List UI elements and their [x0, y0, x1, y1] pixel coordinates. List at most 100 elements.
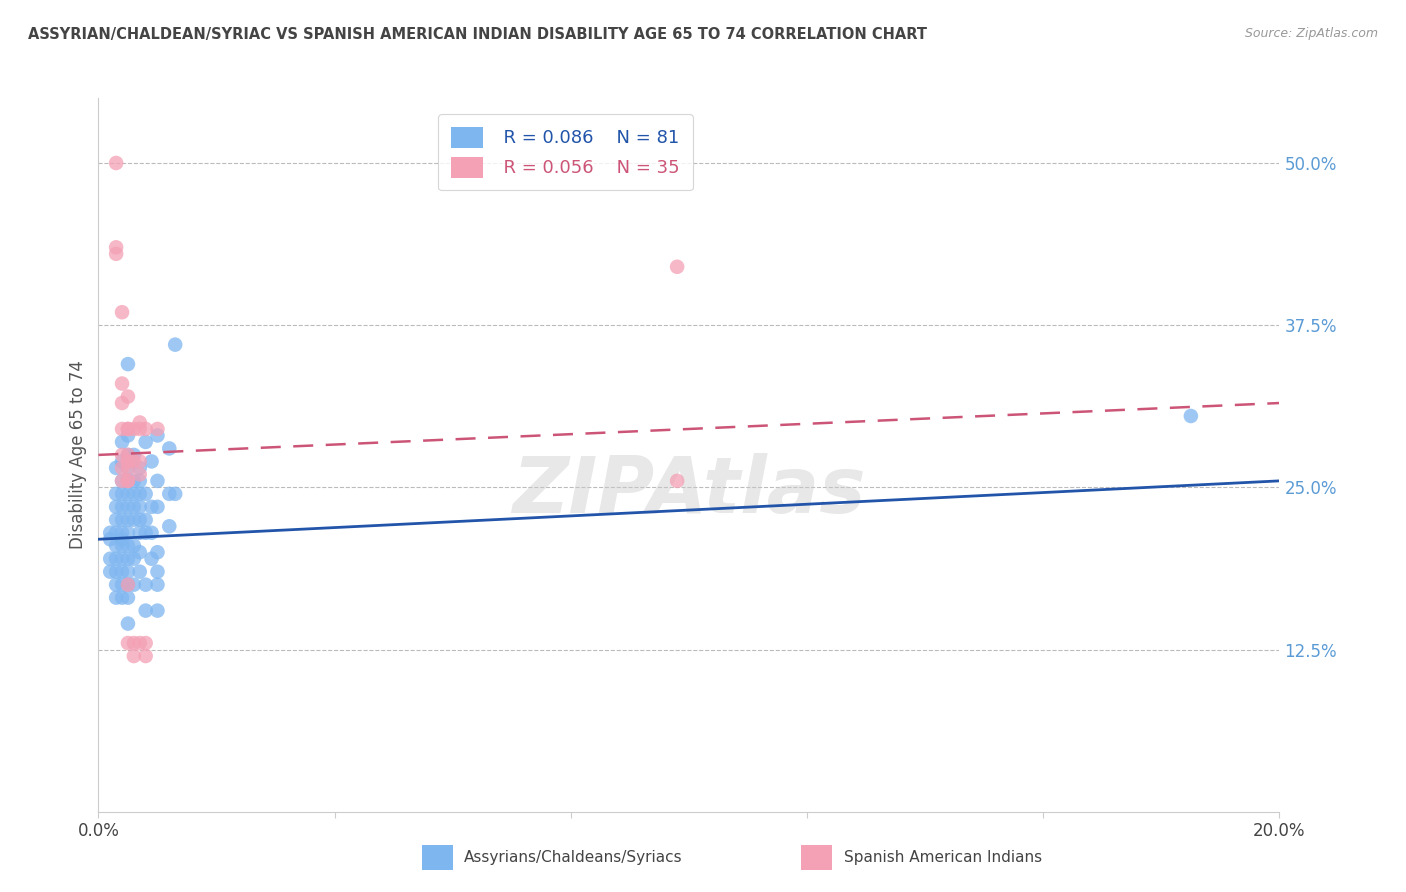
- Point: [128, 513, 150, 527]
- Point: [157, 442, 180, 456]
- Point: [141, 551, 163, 566]
- Point: [135, 577, 157, 591]
- Point: [105, 487, 128, 501]
- Legend:   R = 0.086    N = 81,   R = 0.056    N = 35: R = 0.086 N = 81, R = 0.056 N = 35: [439, 114, 693, 190]
- Point: [98, 533, 121, 547]
- Point: [128, 500, 150, 514]
- Point: [146, 545, 169, 559]
- Point: [98, 551, 121, 566]
- Point: [105, 591, 128, 605]
- Point: [117, 513, 139, 527]
- Point: [128, 545, 150, 559]
- Point: [128, 487, 150, 501]
- Y-axis label: Disability Age 65 to 74: Disability Age 65 to 74: [69, 360, 87, 549]
- Point: [146, 604, 169, 618]
- Point: [111, 551, 134, 566]
- Point: [122, 539, 145, 553]
- Point: [135, 434, 157, 449]
- Point: [128, 525, 150, 540]
- Point: [122, 551, 145, 566]
- Point: [117, 461, 139, 475]
- Point: [117, 500, 139, 514]
- Text: ASSYRIAN/CHALDEAN/SYRIAC VS SPANISH AMERICAN INDIAN DISABILITY AGE 65 TO 74 CORR: ASSYRIAN/CHALDEAN/SYRIAC VS SPANISH AMER…: [28, 27, 927, 42]
- Point: [117, 577, 139, 591]
- Point: [146, 422, 169, 436]
- Point: [117, 591, 139, 605]
- Point: [105, 577, 128, 591]
- Point: [117, 454, 139, 468]
- Point: [117, 551, 139, 566]
- Point: [105, 513, 128, 527]
- Point: [105, 500, 128, 514]
- Point: [146, 565, 169, 579]
- Point: [111, 525, 134, 540]
- Point: [117, 390, 139, 404]
- Point: [111, 577, 134, 591]
- Point: [122, 500, 145, 514]
- Point: [105, 156, 128, 170]
- Point: [111, 539, 134, 553]
- Text: ZIPAtlas: ZIPAtlas: [512, 452, 866, 529]
- Point: [111, 533, 134, 547]
- Point: [135, 604, 157, 618]
- Point: [117, 616, 139, 631]
- Point: [128, 565, 150, 579]
- Point: [111, 376, 134, 391]
- Point: [105, 240, 128, 254]
- Point: [105, 461, 128, 475]
- Point: [117, 474, 139, 488]
- Point: [117, 474, 139, 488]
- Text: Assyrians/Chaldeans/Syriacs: Assyrians/Chaldeans/Syriacs: [464, 850, 682, 864]
- Point: [128, 636, 150, 650]
- Point: [111, 305, 134, 319]
- Point: [122, 474, 145, 488]
- Point: [165, 337, 187, 351]
- Point: [111, 487, 134, 501]
- Point: [135, 422, 157, 436]
- Point: [117, 461, 139, 475]
- Text: Source: ZipAtlas.com: Source: ZipAtlas.com: [1244, 27, 1378, 40]
- Text: Spanish American Indians: Spanish American Indians: [844, 850, 1042, 864]
- Point: [117, 428, 139, 442]
- Point: [117, 636, 139, 650]
- Point: [117, 525, 139, 540]
- Point: [111, 454, 134, 468]
- Point: [146, 428, 169, 442]
- Point: [157, 519, 180, 533]
- Point: [135, 636, 157, 650]
- Point: [157, 487, 180, 501]
- Point: [165, 487, 187, 501]
- Point: [117, 474, 139, 488]
- Point: [111, 513, 134, 527]
- Point: [117, 422, 139, 436]
- Point: [111, 396, 134, 410]
- Point: [105, 565, 128, 579]
- Point: [117, 357, 139, 371]
- Point: [122, 454, 145, 468]
- Point: [666, 260, 689, 274]
- Point: [122, 422, 145, 436]
- Point: [141, 525, 163, 540]
- Point: [146, 500, 169, 514]
- Point: [111, 500, 134, 514]
- Point: [111, 461, 134, 475]
- Point: [128, 467, 150, 482]
- Point: [135, 525, 157, 540]
- Point: [128, 422, 150, 436]
- Point: [105, 525, 128, 540]
- Point: [98, 565, 121, 579]
- Point: [141, 454, 163, 468]
- Point: [105, 539, 128, 553]
- Point: [111, 422, 134, 436]
- Point: [146, 577, 169, 591]
- Point: [128, 474, 150, 488]
- Point: [135, 487, 157, 501]
- Point: [117, 539, 139, 553]
- Point: [135, 648, 157, 663]
- Point: [111, 448, 134, 462]
- Point: [111, 474, 134, 488]
- Point: [111, 474, 134, 488]
- Point: [117, 448, 139, 462]
- Point: [128, 454, 150, 468]
- Point: [1180, 409, 1202, 423]
